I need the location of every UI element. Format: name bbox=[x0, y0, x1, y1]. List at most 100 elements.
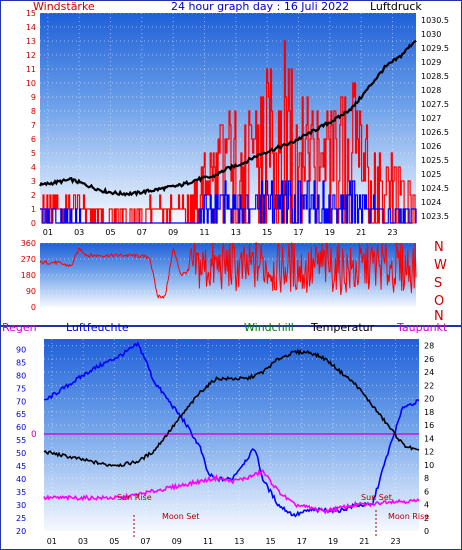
direction-tick-label: 270 bbox=[21, 255, 36, 264]
temperature-tick-label: 8 bbox=[424, 474, 429, 483]
hour-tick-label: 17 bbox=[293, 228, 303, 237]
temperature-label: Temperatur bbox=[310, 321, 375, 334]
pressure-tick-label: 1030.5 bbox=[421, 16, 449, 25]
wind-tick-label: 3 bbox=[31, 177, 36, 186]
pressure-label: Luftdruck bbox=[370, 0, 422, 13]
moonrise-label: Moon Rise bbox=[388, 512, 429, 521]
humidity-tick-label: 80 bbox=[16, 371, 26, 380]
dewpoint-series bbox=[43, 468, 420, 515]
series-layer bbox=[39, 39, 420, 518]
humidity-tick-label: 70 bbox=[16, 397, 26, 406]
temperature-tick-label: 12 bbox=[424, 448, 434, 457]
pressure-tick-label: 1027 bbox=[421, 114, 441, 123]
direction-letter-n-top: N bbox=[434, 240, 444, 255]
temperature-tick-label: 6 bbox=[424, 487, 429, 496]
sunset-label: Sun Set bbox=[361, 493, 392, 502]
temperature-tick-label: 18 bbox=[424, 408, 434, 417]
hour-tick-label: 21 bbox=[359, 537, 369, 546]
hour-tick-label: 05 bbox=[109, 537, 119, 546]
rain-label: Regen bbox=[2, 321, 37, 334]
humidity-tick-label: 85 bbox=[16, 358, 26, 367]
humidity-tick-label: 40 bbox=[16, 475, 26, 484]
humidity-tick-label: 60 bbox=[16, 423, 26, 432]
humidity-tick-label: 75 bbox=[16, 384, 26, 393]
hour-tick-label: 19 bbox=[328, 537, 338, 546]
pressure-tick-label: 1024.5 bbox=[421, 184, 449, 193]
hour-tick-label: 23 bbox=[390, 537, 400, 546]
humidity-tick-label: 35 bbox=[16, 488, 26, 497]
temperature-tick-label: 0 bbox=[424, 527, 429, 536]
hour-tick-label: 15 bbox=[262, 228, 272, 237]
pressure-tick-label: 1029.5 bbox=[421, 44, 449, 53]
wind-tick-label: 1 bbox=[31, 205, 36, 214]
wind-tick-label: 4 bbox=[31, 163, 36, 172]
hour-tick-label: 09 bbox=[168, 228, 178, 237]
moonset-label: Moon Set bbox=[162, 512, 199, 521]
hour-tick-label: 11 bbox=[203, 537, 213, 546]
wind-direction-series bbox=[39, 241, 417, 299]
humidity-tick-label: 25 bbox=[16, 514, 26, 523]
direction-tick-label: 0 bbox=[31, 303, 36, 312]
plot3-background bbox=[44, 339, 419, 531]
hour-tick-label: 13 bbox=[234, 537, 244, 546]
temperature-tick-label: 26 bbox=[424, 355, 434, 364]
pressure-tick-label: 1026.5 bbox=[421, 128, 449, 137]
humidity-tick-label: 30 bbox=[16, 501, 26, 510]
direction-letter-s: S bbox=[434, 276, 442, 291]
direction-letter-n-bottom: N bbox=[434, 309, 444, 324]
wind-strength-label: Windstärke bbox=[33, 0, 95, 13]
dewpoint-label: Taupunkt bbox=[396, 321, 448, 334]
wind-tick-label: 9 bbox=[31, 93, 36, 102]
hour-tick-label: 07 bbox=[137, 228, 147, 237]
hour-tick-label: 17 bbox=[297, 537, 307, 546]
wind-tick-label: 0 bbox=[31, 219, 36, 228]
direction-tick-label: 90 bbox=[26, 287, 36, 296]
tick-labels: 01234567891011121314151023.510241024.510… bbox=[16, 9, 449, 546]
wind-tick-label: 7 bbox=[31, 121, 36, 130]
wind-gust-series bbox=[40, 180, 417, 224]
temperature-tick-label: 24 bbox=[424, 368, 434, 377]
hour-tick-label: 11 bbox=[199, 228, 209, 237]
humidity-label: Luftfeuchte bbox=[66, 321, 129, 334]
temperature-tick-label: 28 bbox=[424, 342, 434, 351]
humidity-tick-label: 50 bbox=[16, 449, 26, 458]
plot1-background bbox=[40, 13, 416, 223]
temperature-tick-label: 16 bbox=[424, 421, 434, 430]
hour-tick-label: 23 bbox=[387, 228, 397, 237]
wind-tick-label: 2 bbox=[31, 191, 36, 200]
wind-tick-label: 12 bbox=[26, 51, 36, 60]
temperature-tick-label: 10 bbox=[424, 461, 434, 470]
hour-tick-label: 15 bbox=[265, 537, 275, 546]
temperature-tick-label: 20 bbox=[424, 395, 434, 404]
rain-zero-label: 0 bbox=[31, 430, 37, 440]
wind-tick-label: 13 bbox=[26, 37, 36, 46]
pressure-tick-label: 1028 bbox=[421, 86, 441, 95]
temperature-tick-label: 2 bbox=[424, 514, 429, 523]
temperature-tick-label: 4 bbox=[424, 501, 429, 510]
humidity-tick-label: 45 bbox=[16, 462, 26, 471]
pressure-tick-label: 1026 bbox=[421, 142, 441, 151]
hour-tick-label: 07 bbox=[140, 537, 150, 546]
wind-tick-label: 6 bbox=[31, 135, 36, 144]
temperature-tick-label: 14 bbox=[424, 434, 434, 443]
pressure-series bbox=[39, 39, 417, 198]
pressure-tick-label: 1027.5 bbox=[421, 100, 449, 109]
pressure-tick-label: 1028.5 bbox=[421, 72, 449, 81]
hour-tick-label: 01 bbox=[43, 228, 53, 237]
hour-tick-label: 05 bbox=[105, 228, 115, 237]
pressure-tick-label: 1030 bbox=[421, 30, 441, 39]
hour-tick-label: 03 bbox=[74, 228, 84, 237]
temperature-tick-label: 22 bbox=[424, 381, 434, 390]
direction-tick-label: 360 bbox=[21, 239, 36, 248]
humidity-tick-label: 65 bbox=[16, 410, 26, 419]
direction-letter-o: O bbox=[434, 294, 444, 309]
humidity-tick-label: 20 bbox=[16, 527, 26, 536]
pressure-tick-label: 1025.5 bbox=[421, 156, 449, 165]
wind-tick-label: 14 bbox=[26, 23, 36, 32]
wind-tick-label: 10 bbox=[26, 79, 36, 88]
pressure-tick-label: 1025 bbox=[421, 170, 441, 179]
humidity-tick-label: 90 bbox=[16, 345, 26, 354]
pressure-tick-label: 1023.5 bbox=[421, 212, 449, 221]
